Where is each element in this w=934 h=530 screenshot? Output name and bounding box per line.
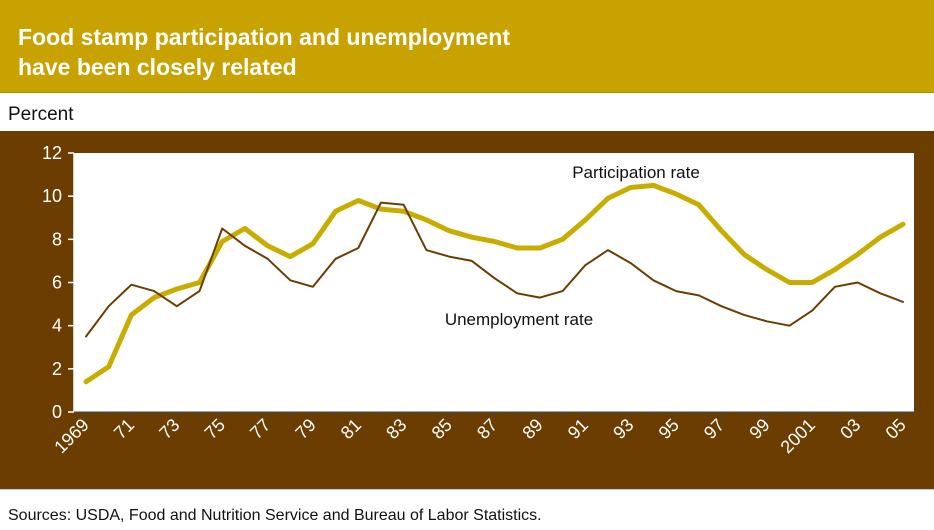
source-note: Sources: USDA, Food and Nutrition Servic…	[8, 507, 542, 524]
participation-rate-line	[83, 182, 906, 385]
x-tick-label: 79	[291, 415, 319, 443]
x-tick-label: 85	[428, 415, 456, 443]
x-tick-label: 87	[473, 415, 501, 443]
chart-title: Food stamp participation and unemploymen…	[18, 22, 510, 82]
divider-top	[0, 92, 934, 93]
y-tick-label: 2	[52, 359, 62, 379]
y-tick-label: 6	[52, 273, 62, 293]
x-tick-label: 89	[518, 415, 546, 443]
y-unit-label: Percent	[8, 104, 74, 125]
x-tick-label: 95	[655, 415, 683, 443]
x-tick-label: 83	[382, 415, 410, 443]
unemployment-rate-label: Unemployment rate	[445, 310, 593, 329]
y-tick-label: 10	[42, 186, 62, 206]
x-tick-label: 75	[201, 415, 229, 443]
y-tick-label: 4	[52, 316, 62, 336]
x-tick-label: 99	[745, 415, 773, 443]
y-tick-label: 8	[52, 229, 62, 249]
x-tick-label: 03	[836, 415, 864, 443]
x-tick-label: 91	[564, 415, 592, 443]
unemployment-rate-line	[85, 201, 904, 338]
chart-title-line-1: Food stamp participation and unemploymen…	[18, 24, 510, 50]
x-tick-label: 71	[110, 415, 138, 443]
divider-bottom	[0, 489, 934, 490]
x-tick-label: 93	[609, 415, 637, 443]
participation-rate-label: Participation rate	[572, 163, 700, 182]
x-tick-label: 73	[155, 415, 183, 443]
x-tick-label: 2001	[777, 415, 819, 457]
chart-title-line-2: have been closely related	[18, 54, 297, 80]
y-tick-label: 0	[52, 402, 62, 422]
title-banner: Food stamp participation and unemploymen…	[0, 0, 934, 92]
x-tick-label: 77	[246, 415, 274, 443]
plot-background	[74, 153, 914, 412]
x-tick-label: 97	[700, 415, 728, 443]
x-tick-label: 81	[337, 415, 365, 443]
y-tick-label: 12	[42, 143, 62, 163]
x-tick-label: 05	[882, 415, 910, 443]
